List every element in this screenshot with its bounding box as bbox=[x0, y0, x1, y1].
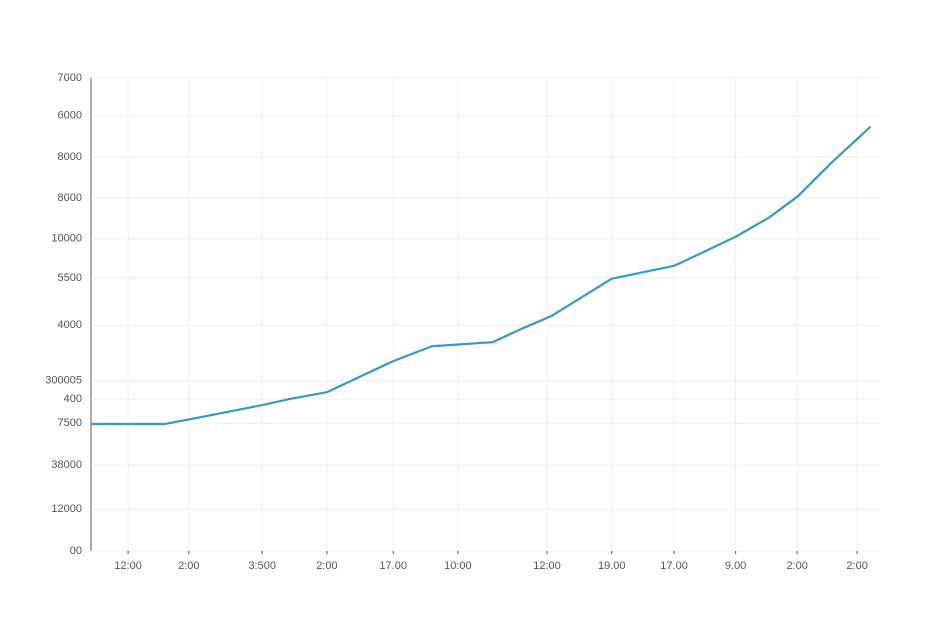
y-tick-label: 400 bbox=[64, 393, 82, 405]
x-tick-label: 9.00 bbox=[725, 560, 746, 572]
y-tick-label: 4000 bbox=[58, 319, 82, 331]
x-tick-label: 3:500 bbox=[248, 560, 276, 572]
x-tick-label: 17.00 bbox=[660, 560, 688, 572]
y-tick-label: 38000 bbox=[51, 459, 82, 471]
y-tick-label: 8000 bbox=[58, 192, 82, 204]
y-tick-label: 5500 bbox=[58, 272, 82, 284]
y-tick-label: 6000 bbox=[58, 110, 82, 122]
x-tick-label: 2:00 bbox=[316, 560, 337, 572]
x-tick-label: 19.00 bbox=[598, 560, 626, 572]
y-tick-label: 00 bbox=[70, 545, 82, 557]
x-tick-label: 2:00 bbox=[178, 560, 199, 572]
y-tick-label: 300005 bbox=[45, 375, 82, 387]
line bbox=[91, 125, 872, 426]
y-tick-label: 10000 bbox=[51, 233, 82, 245]
y-tick-label: 12000 bbox=[51, 503, 82, 515]
y-tick-label: 8000 bbox=[58, 151, 82, 163]
y-tick-label: 7500 bbox=[58, 417, 82, 429]
x-tick-label: 12:00 bbox=[533, 560, 561, 572]
x-tick-label: 2:00 bbox=[786, 560, 807, 572]
x-tick-label: 12:00 bbox=[114, 560, 142, 572]
y-tick-label: 7000 bbox=[58, 72, 82, 84]
x-tick-label: 17.00 bbox=[379, 560, 407, 572]
x-tick-label: 10:00 bbox=[444, 560, 472, 572]
x-tick-label: 2:00 bbox=[846, 560, 867, 572]
